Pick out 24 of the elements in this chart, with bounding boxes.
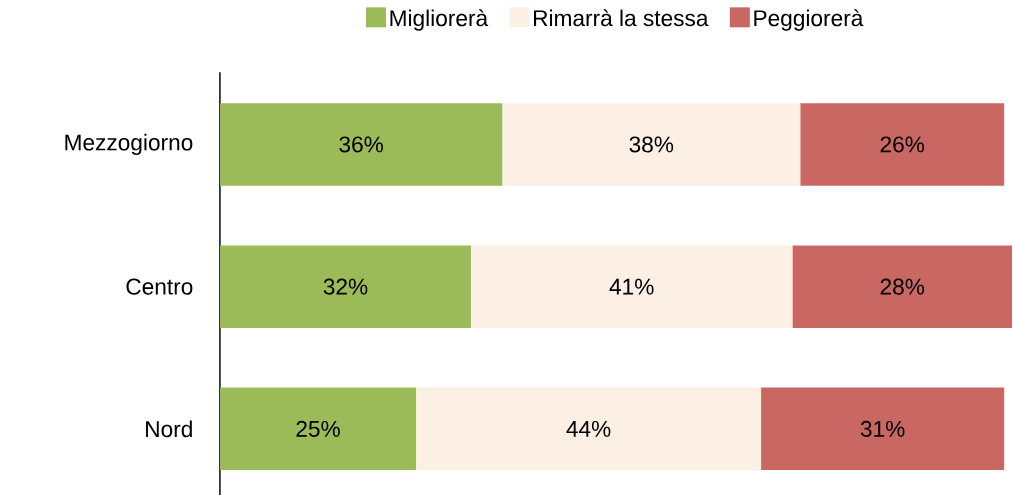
data-label: 31% [860,420,905,437]
bar [502,103,801,186]
data-label: 41% [609,278,654,295]
data-label: 28% [880,278,925,295]
y-tick-label: Mezzogiorno [65,133,193,155]
data-label: 38% [629,136,674,153]
legend-label: Rimarrà la stessa [534,9,709,27]
bar [470,245,793,328]
bar [220,387,417,471]
bar [761,387,1005,471]
data-label: 26% [880,136,925,153]
bar [416,387,762,471]
y-tick-label: Centro [126,278,193,295]
bar [220,103,503,186]
y-tick-label: Nord [146,420,192,438]
bar [792,245,1012,328]
data-label: 36% [339,136,384,153]
bar [220,245,471,328]
bar [800,103,1005,186]
legend-label: Migliorerà [390,9,489,31]
data-label: 25% [296,420,340,437]
legend-label: Peggiorerà [754,9,864,31]
data-label: 44% [566,420,611,437]
data-label: 32% [323,278,368,295]
